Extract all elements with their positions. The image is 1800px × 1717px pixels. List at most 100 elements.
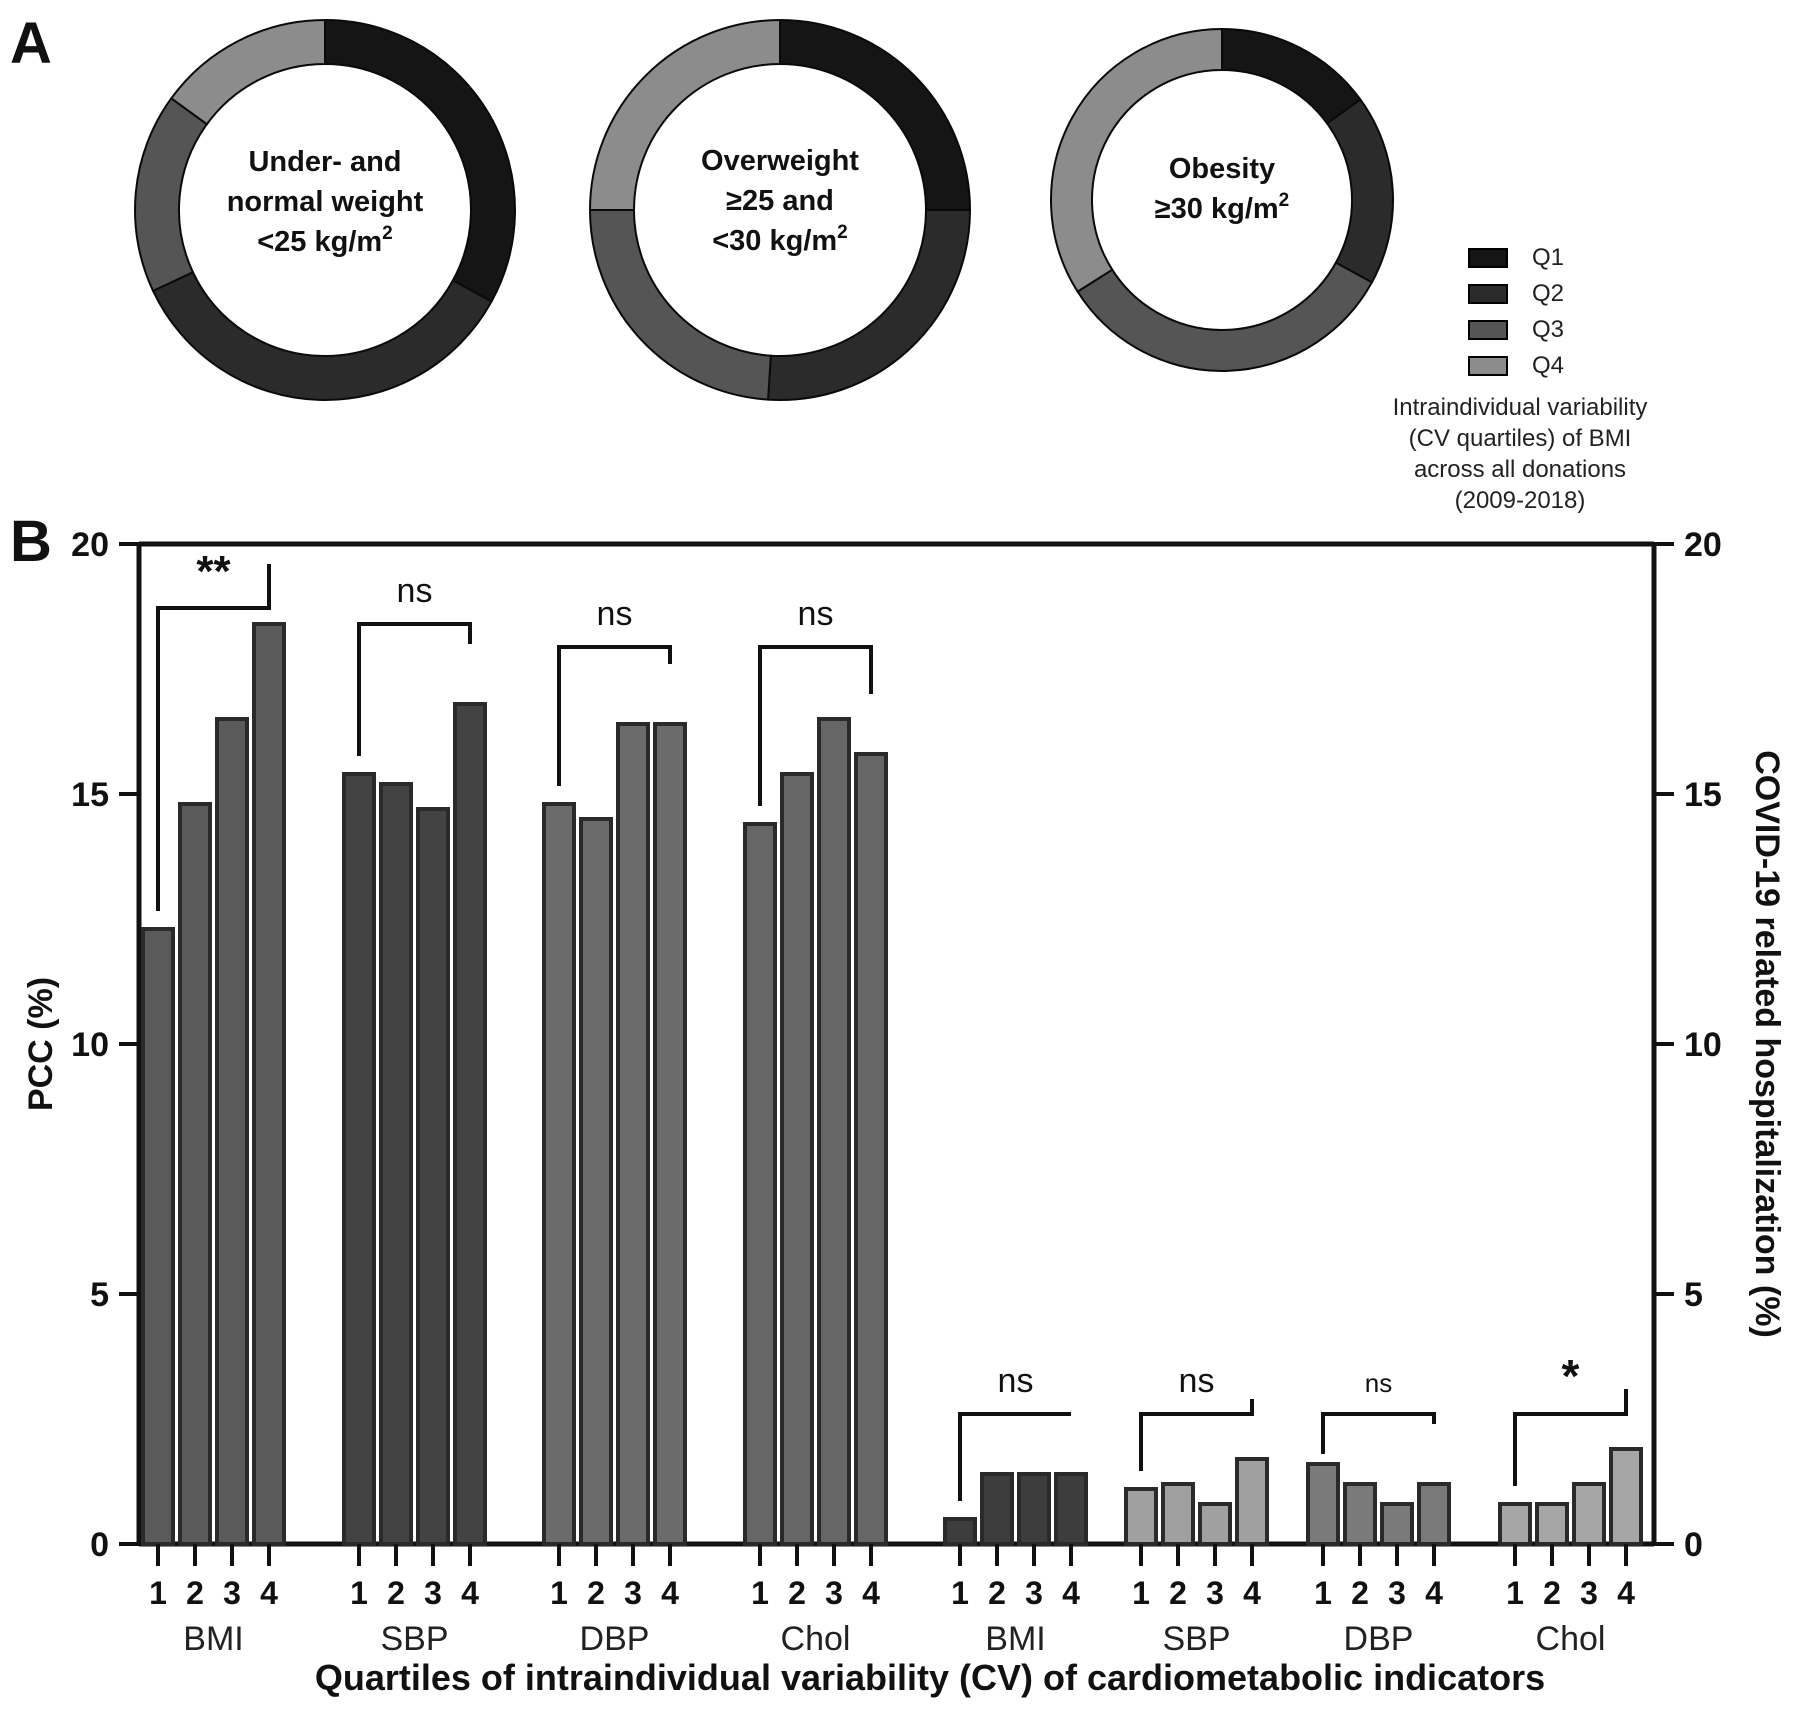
- bar-group-1: 1 2 3 4 BMI **: [141, 547, 286, 1658]
- bar: [379, 782, 413, 1546]
- x-tick-label: 3: [424, 1575, 442, 1611]
- panel-a-label: A: [10, 11, 52, 76]
- donut-slice-q1: [779, 18, 972, 211]
- legend-label-q4: Q4: [1532, 352, 1565, 379]
- donut-3: Obesity ≥30 kg/m2: [1050, 27, 1394, 373]
- group-label: Chol: [781, 1620, 851, 1658]
- bar: [780, 772, 814, 1546]
- donut-slice-q2: [151, 270, 493, 401]
- donut-slice-q2: [1325, 98, 1394, 284]
- donut-label-line: <25 kg/m2: [257, 223, 393, 258]
- y-axis-title-left: PCC (%): [22, 977, 60, 1111]
- x-tick-label: 1: [751, 1575, 769, 1611]
- x-tick-label: 1: [350, 1575, 368, 1611]
- x-tick-label: 2: [1543, 1575, 1561, 1611]
- bar: [1054, 1472, 1088, 1546]
- donut-label-line: Obesity: [1169, 153, 1275, 185]
- x-tick-label: 3: [1206, 1575, 1224, 1611]
- significance-bracket: [1321, 1412, 1436, 1454]
- donut-slice-q4: [1050, 27, 1223, 294]
- donut-label-line: Under- and: [248, 146, 401, 178]
- donut-charts: Under- and normal weight <25 kg/m2 Overweig…: [134, 18, 1394, 401]
- bar: [653, 722, 687, 1546]
- x-tick-label: 4: [661, 1575, 679, 1611]
- bar-group-7: 1 2 3 4 DBP ns: [1306, 1368, 1451, 1658]
- legend-item-q1: Q1: [1468, 240, 1768, 276]
- x-tick-label: 2: [1351, 1575, 1369, 1611]
- x-tick-label: 1: [951, 1575, 969, 1611]
- y-tick-label-left: 0: [90, 1526, 109, 1564]
- group-label: DBP: [580, 1620, 650, 1658]
- donut-label-line: ≥30 kg/m2: [1155, 190, 1290, 225]
- group-label: BMI: [183, 1620, 243, 1658]
- x-tick-label: 4: [1425, 1575, 1443, 1611]
- bar: [1017, 1472, 1051, 1546]
- x-tick-label: 4: [1617, 1575, 1635, 1611]
- group-label: BMI: [985, 1620, 1045, 1658]
- bar: [342, 772, 376, 1546]
- legend-label-q2: Q2: [1532, 280, 1565, 307]
- x-tick-label: 1: [550, 1575, 568, 1611]
- significance-bracket: [1139, 1399, 1254, 1471]
- legend-swatch-q4: [1468, 356, 1508, 376]
- significance-bracket: [357, 622, 472, 756]
- y-tick-label-right: 5: [1684, 1276, 1703, 1314]
- bar: [980, 1472, 1014, 1546]
- bar: [1235, 1457, 1269, 1546]
- legend-label-q3: Q3: [1532, 316, 1565, 343]
- bar: [1417, 1482, 1451, 1546]
- x-tick-label: 3: [1388, 1575, 1406, 1611]
- bar-group-3: 1 2 3 4 DBP ns: [542, 595, 687, 1658]
- bar: [1161, 1482, 1195, 1546]
- bar: [616, 722, 650, 1546]
- x-tick-label: 3: [1580, 1575, 1598, 1611]
- x-tick-label: 1: [149, 1575, 167, 1611]
- legend-item-q3: Q3: [1468, 312, 1768, 348]
- significance-label: ns: [998, 1362, 1034, 1400]
- donut-slice-q4: [588, 18, 781, 211]
- y-tick-label-right: 20: [1684, 526, 1722, 564]
- bar: [453, 702, 487, 1546]
- group-label: SBP: [1162, 1620, 1230, 1658]
- bar: [1306, 1462, 1340, 1546]
- y-tick-label-left: 10: [71, 1026, 109, 1064]
- x-tick-label: 4: [260, 1575, 278, 1611]
- bar: [542, 802, 576, 1546]
- donut-slice-q3: [134, 96, 209, 293]
- y-axis-title-right: COVID-19 related hospitalization (%): [1748, 750, 1786, 1338]
- bar: [817, 717, 851, 1546]
- x-tick-label: 1: [1506, 1575, 1524, 1611]
- x-tick-label: 2: [988, 1575, 1006, 1611]
- bar: [1124, 1487, 1158, 1546]
- significance-bracket: [958, 1412, 1071, 1501]
- donut-slice-q3: [1076, 261, 1374, 373]
- significance-label: ns: [397, 572, 433, 610]
- bar-group-5: 1 2 3 4 BMI ns: [943, 1362, 1088, 1658]
- significance-label: ns: [1179, 1362, 1215, 1400]
- bar: [1572, 1482, 1606, 1546]
- legend-caption: Intraindividual variability (CV quartile…: [1310, 392, 1730, 516]
- bar: [743, 822, 777, 1546]
- legend: Q1 Q2 Q3 Q4: [1468, 240, 1768, 384]
- donut-1: Under- and normal weight <25 kg/m2: [134, 18, 516, 401]
- bar-chart: 0 0 5 5 10 10 15 15 20 20 PCC (%) COVID-19 related …: [22, 526, 1786, 1698]
- legend-caption-line: Intraindividual variability: [1392, 394, 1648, 421]
- y-tick-label-right: 0: [1684, 1526, 1703, 1564]
- x-tick-label: 4: [1062, 1575, 1080, 1611]
- bar: [1535, 1502, 1569, 1546]
- x-tick-label: 4: [1243, 1575, 1261, 1611]
- bar: [178, 802, 212, 1546]
- legend-label-q1: Q1: [1532, 244, 1565, 271]
- x-tick-label: 2: [387, 1575, 405, 1611]
- donut-label-line: ≥25 and: [726, 185, 834, 217]
- group-label: SBP: [380, 1620, 448, 1658]
- significance-label: ns: [597, 595, 633, 633]
- bar: [215, 717, 249, 1546]
- x-tick-label: 3: [223, 1575, 241, 1611]
- legend-item-q4: Q4: [1468, 348, 1768, 384]
- y-tick-label-right: 10: [1684, 1026, 1722, 1064]
- legend-item-q2: Q2: [1468, 276, 1768, 312]
- y-tick-label-left: 20: [71, 526, 109, 564]
- x-axis-title: Quartiles of intraindividual variability…: [315, 1657, 1545, 1698]
